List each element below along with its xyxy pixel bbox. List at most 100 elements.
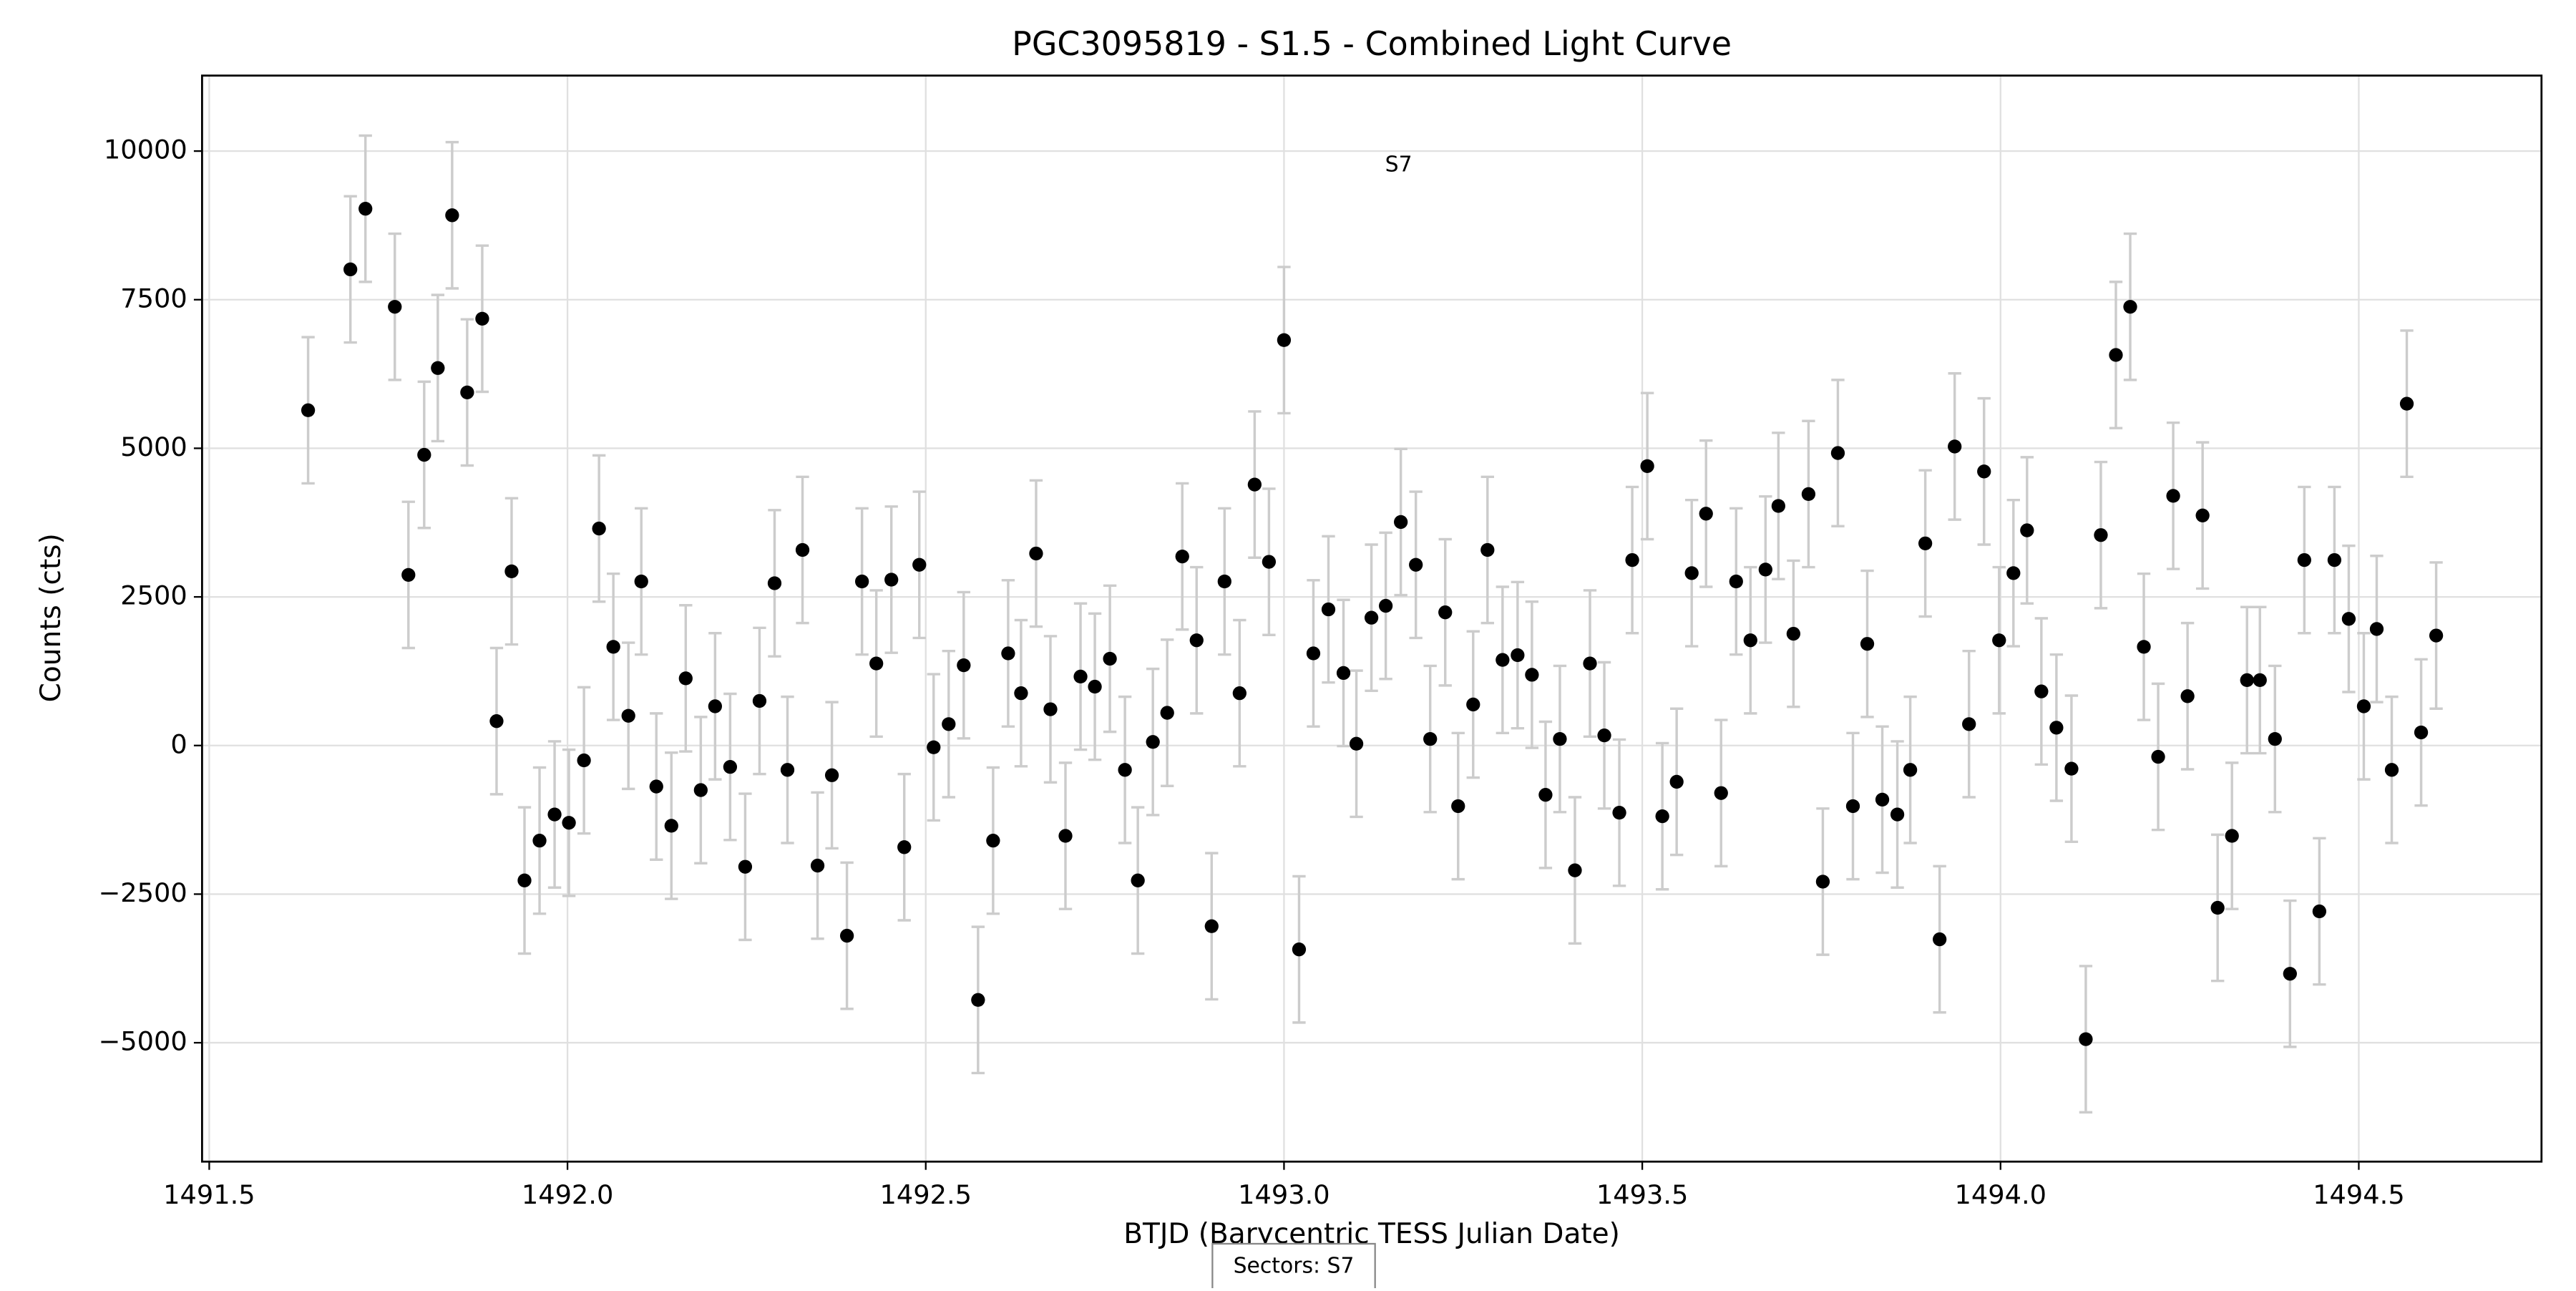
data-point [1204, 919, 1219, 933]
data-point [1525, 668, 1539, 682]
data-point [2079, 1032, 2093, 1046]
data-point [2151, 749, 2165, 764]
y-tick-label: 2500 [120, 580, 187, 611]
data-point [1349, 736, 1364, 751]
data-point [1247, 477, 1262, 492]
data-point [460, 385, 474, 399]
data-point [1977, 464, 1991, 479]
data-point [1655, 809, 1669, 824]
data-point [1364, 610, 1379, 625]
data-point [504, 564, 519, 579]
data-point [1088, 679, 1102, 694]
chart-title: PGC3095819 - S1.5 - Combined Light Curve [1012, 24, 1732, 63]
data-point [2137, 640, 2151, 654]
data-point [1948, 439, 1962, 454]
x-tick-label: 1492.0 [522, 1179, 613, 1210]
data-point [1538, 788, 1553, 802]
data-point [723, 760, 738, 774]
data-point [839, 928, 854, 943]
y-tick-label: 10000 [104, 135, 187, 165]
data-point [1860, 637, 1875, 651]
data-point [795, 542, 810, 557]
data-point [2356, 699, 2371, 713]
data-point [1103, 651, 1117, 666]
y-tick-label: 7500 [120, 283, 187, 313]
data-point [2253, 673, 2267, 688]
data-point [708, 699, 723, 713]
data-point [1480, 542, 1495, 557]
data-point [1830, 446, 1845, 460]
data-point [897, 840, 912, 854]
data-point [1160, 706, 1174, 720]
data-point [532, 834, 547, 848]
data-point [1890, 807, 1905, 822]
data-point [1378, 598, 1393, 613]
sectors-note: Sectors: S7 [1234, 1254, 1355, 1279]
data-point [2414, 725, 2429, 740]
data-point [2297, 552, 2311, 567]
data-point [431, 361, 445, 375]
data-point [2094, 528, 2108, 542]
data-point [2429, 628, 2444, 643]
data-point [752, 693, 767, 708]
data-point [2034, 684, 2049, 698]
data-point [810, 858, 825, 873]
x-tick-label: 1494.0 [1955, 1179, 2046, 1210]
data-point [1758, 562, 1772, 577]
data-point [475, 311, 489, 326]
data-point [1903, 763, 1918, 777]
data-point [1394, 515, 1408, 530]
data-point [1699, 507, 1713, 521]
data-point [2268, 731, 2282, 746]
data-point [986, 834, 1000, 848]
data-point [592, 521, 606, 536]
data-point [1189, 633, 1204, 648]
data-point [1438, 605, 1453, 620]
data-point [884, 573, 899, 587]
data-point [517, 873, 532, 887]
x-tick-label: 1491.5 [163, 1179, 255, 1210]
data-point [1336, 666, 1351, 681]
y-tick-label: −5000 [99, 1026, 187, 1057]
data-point [957, 658, 971, 673]
data-point [1277, 333, 1292, 347]
data-point [2399, 396, 2414, 411]
y-axis-label: Counts (cts) [35, 533, 67, 702]
background [6, 0, 2570, 1288]
data-point [854, 574, 869, 589]
data-point [1612, 805, 1626, 820]
data-point [2369, 622, 2384, 636]
y-tick-label: 0 [170, 729, 187, 759]
data-point [301, 403, 316, 417]
data-point [1771, 499, 1785, 513]
data-point [1466, 697, 1480, 712]
data-point [1306, 646, 1321, 661]
data-point [1131, 873, 1145, 887]
data-point [1262, 555, 1277, 569]
data-point [1553, 731, 1567, 746]
data-point [1001, 646, 1015, 661]
data-point [738, 859, 753, 874]
data-point [1714, 786, 1728, 800]
data-point [547, 807, 562, 822]
data-point [1014, 686, 1028, 701]
data-point [824, 768, 839, 782]
data-point [634, 574, 648, 589]
sectors-box [1211, 1242, 1376, 1291]
data-point [1511, 648, 1525, 663]
data-point [1409, 557, 1423, 572]
data-point [1029, 546, 1043, 561]
data-point [1217, 574, 1231, 589]
data-point [869, 656, 884, 671]
data-point [649, 779, 663, 794]
data-point [1058, 829, 1073, 843]
data-point [1175, 549, 1189, 564]
data-point [2006, 566, 2021, 580]
data-point [1423, 731, 1438, 746]
data-point [2210, 900, 2225, 915]
data-point [2123, 300, 2137, 314]
data-point [1043, 702, 1058, 716]
data-point [562, 816, 576, 830]
